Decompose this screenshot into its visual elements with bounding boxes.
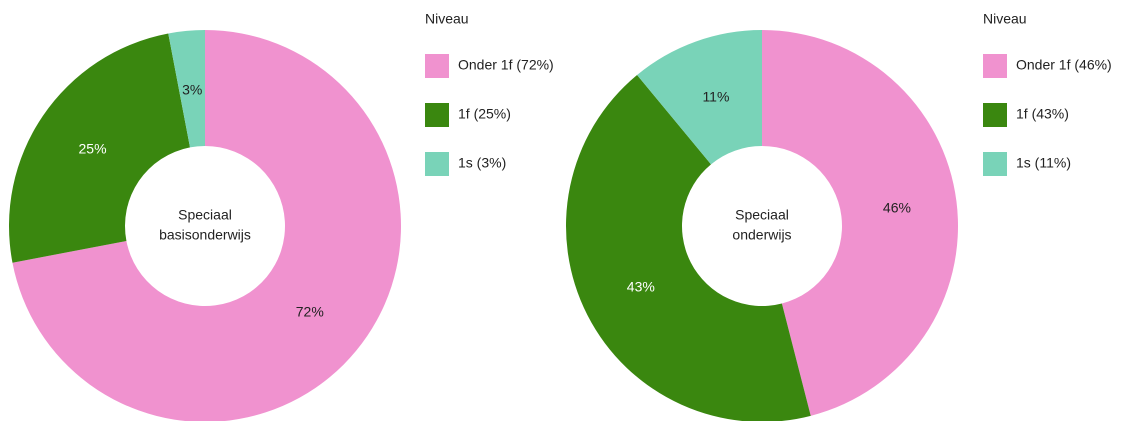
data-label: 3%	[182, 81, 202, 97]
center-label: basisonderwijs	[159, 227, 251, 243]
slice	[12, 30, 401, 421]
slice	[168, 30, 205, 148]
legend-label: Onder 1f (46%)	[1016, 57, 1112, 73]
center-label: onderwijs	[732, 227, 791, 243]
data-label: 11%	[702, 89, 729, 105]
data-label: 25%	[79, 140, 107, 156]
legend-label: 1f (25%)	[458, 106, 511, 122]
slice	[762, 30, 958, 416]
slice	[8, 33, 191, 263]
legend-label: 1f (43%)	[1016, 106, 1069, 122]
legend-label: 1s (11%)	[1016, 155, 1071, 171]
legend-title: Niveau	[983, 11, 1027, 27]
legend-swatch	[983, 152, 1007, 176]
center-label: Speciaal	[178, 207, 232, 223]
legend-swatch	[983, 103, 1007, 127]
legend-swatch	[983, 54, 1007, 78]
legend-label: Onder 1f (72%)	[458, 57, 554, 73]
data-label: 43%	[627, 278, 655, 294]
data-label: 72%	[296, 303, 324, 319]
slice	[637, 30, 762, 165]
legend-title: Niveau	[425, 11, 469, 27]
legend-swatch	[425, 54, 449, 78]
slice	[566, 74, 811, 421]
legend-swatch	[425, 152, 449, 176]
legend-label: 1s (3%)	[458, 155, 506, 171]
data-label: 46%	[883, 200, 911, 216]
center-label: Speciaal	[735, 207, 789, 223]
legend-swatch	[425, 103, 449, 127]
